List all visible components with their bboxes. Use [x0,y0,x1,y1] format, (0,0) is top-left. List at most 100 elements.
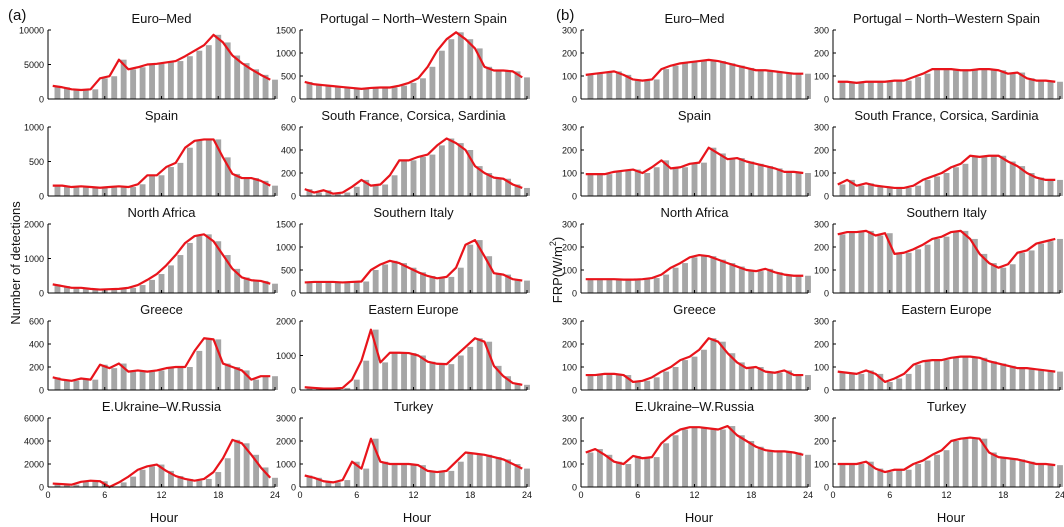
bar [682,263,688,293]
bar [120,482,127,487]
bar [606,279,613,293]
bar [130,476,137,487]
bar [1028,368,1035,390]
bar [953,441,959,487]
bar [325,281,332,293]
bar [82,287,89,293]
y-tick-label: 200 [814,243,829,253]
bar [682,167,688,196]
bar [1019,252,1026,293]
subplot-title: Euro–Med [132,11,192,26]
y-tick-label: 0 [291,192,296,202]
bar [429,66,436,99]
y-tick-label: 200 [814,146,829,156]
subplot-title: South France, Corsica, Sardinia [321,108,506,123]
bar [495,457,502,487]
bar [971,437,978,487]
bar [363,468,370,487]
y-tick-label: 0 [572,289,577,299]
y-tick-label: 300 [814,123,829,133]
bar [710,256,717,293]
subplot-b-0: Euro–Med 0 100 200 300 [562,11,811,105]
subplot-title: North Africa [661,205,730,220]
bar [886,472,893,487]
subplot-title: Eastern Europe [901,302,991,317]
x-tick-label: 0 [45,490,50,500]
bar [457,32,464,99]
bar [644,80,651,99]
y-tick-label: 100 [814,169,829,179]
bar [82,481,89,487]
series-line [52,233,271,291]
bar [382,87,389,99]
bar [139,469,146,487]
bar [971,356,978,390]
bar [382,184,389,196]
bar [420,156,426,196]
bar [953,357,959,390]
y-tick-label: 300 [814,317,829,327]
bar [168,470,174,487]
y-tick-label: 600 [281,123,296,133]
bar [805,275,811,293]
bar [839,371,846,390]
x-tick-label: 12 [408,490,418,500]
bar [596,174,603,196]
bar [943,69,950,99]
bar [243,63,250,99]
bar [486,173,493,196]
bar [672,65,679,99]
bar [54,284,61,294]
bar [943,450,950,487]
bar [186,56,193,99]
bar [505,459,512,487]
bar [634,79,641,99]
bar [625,170,632,196]
bar [243,443,250,487]
bar [215,139,222,196]
bar [130,287,137,293]
bar [158,63,165,99]
y-tick-label: 2000 [24,460,44,470]
bar [1057,179,1063,196]
bar [663,69,670,99]
subplot-a-3: South France, Corsica, Sardinia 0 200 400 60… [281,108,530,202]
bar [943,236,950,293]
subplot-title: E.Ukraine–W.Russia [635,399,755,414]
bar [514,383,521,390]
x-tick-label: 12 [689,490,699,500]
bar [934,69,940,99]
bar [858,82,865,99]
y-tick-label: 1000 [24,123,44,133]
bar [334,281,341,293]
series-line [837,355,1056,384]
bar [776,71,783,99]
bar [215,241,222,293]
bar [401,352,407,390]
y-tick-label: 0 [572,386,577,396]
bar [205,338,212,390]
bar [1000,267,1007,293]
bar [253,178,260,196]
bar [353,87,360,99]
bar [196,480,203,487]
bar [886,186,893,196]
y-tick-label: 100 [562,266,577,276]
bar [672,435,679,487]
bar [205,478,212,487]
bar [1000,155,1007,196]
x-axis-label-col-3: Hour [685,510,714,525]
y-tick-label: 100 [814,460,829,470]
bar [438,363,445,390]
bar [682,63,688,99]
bar [224,157,231,196]
bar [363,360,370,390]
series-line [837,67,1056,85]
bar [615,373,622,390]
bar [476,453,483,487]
bar [701,255,707,293]
bar [149,279,155,293]
y-tick-label: 200 [562,49,577,59]
bar [786,72,793,99]
bar [672,267,679,293]
